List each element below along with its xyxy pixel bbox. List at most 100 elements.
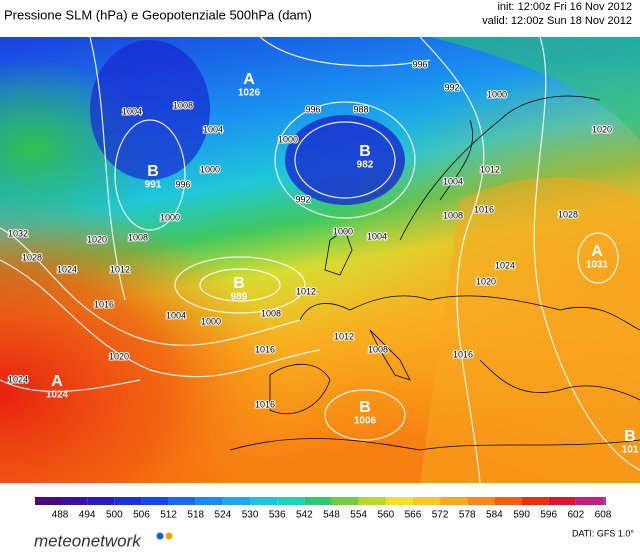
isobar-label: 1016 — [255, 344, 275, 354]
colorbar-tick-label: 512 — [160, 510, 177, 521]
colorbar-swatch — [521, 497, 549, 505]
colorbar-swatch — [250, 497, 278, 505]
isobar-label: 1000 — [278, 134, 298, 144]
isobar-label: 1004 — [122, 106, 142, 116]
center-letter: B — [147, 163, 159, 180]
isobar-label: 996 — [175, 179, 190, 189]
colorbar-swatch — [87, 497, 115, 505]
colorbar-tick-label: 500 — [106, 510, 123, 521]
isobar-label: 1012 — [296, 286, 316, 296]
colorbar-swatch — [195, 497, 223, 505]
colorbar-swatch — [304, 497, 332, 505]
colorbar-swatch — [440, 497, 468, 505]
isobar-label: 1020 — [476, 276, 496, 286]
colorbar-tick-label: 584 — [486, 510, 503, 521]
logo-dot — [165, 532, 173, 540]
colorbar-tick-label: 530 — [242, 510, 259, 521]
isobar-label: 1020 — [109, 351, 129, 361]
colorbar-tick-label: 602 — [568, 510, 585, 521]
colorbar-swatch — [575, 497, 603, 505]
isobar-label: 996 — [305, 104, 320, 114]
colorbar-swatch — [114, 497, 142, 505]
isobar-label: 1024 — [495, 260, 515, 270]
colorbar-tick-label: 506 — [133, 510, 150, 521]
center-letter: A — [51, 373, 63, 390]
colorbar-tick-label: 488 — [52, 510, 69, 521]
colorbar-swatch — [385, 497, 413, 505]
colorbar-tick-label: 542 — [296, 510, 313, 521]
init-time: init: 12:00z Fri 16 Nov 2012 — [497, 1, 632, 13]
center-value: 991 — [145, 180, 162, 191]
colorbar-swatch — [467, 497, 495, 505]
center-letter: B — [359, 143, 371, 160]
colorbar-swatch — [548, 497, 576, 505]
isobar-label: 1028 — [558, 209, 578, 219]
colorbar-swatch — [35, 497, 60, 505]
colorbar-tick-label: 572 — [432, 510, 449, 521]
center-letter: A — [591, 243, 603, 260]
isobar-label: 1016 — [255, 399, 275, 409]
isobar-label: 1012 — [110, 264, 130, 274]
center-letter: B — [359, 399, 371, 416]
colorbar-tick-label: 554 — [350, 510, 367, 521]
colorbar-swatch — [222, 497, 251, 505]
colorbar-swatch — [494, 497, 522, 505]
isobar-label: 1008 — [128, 232, 148, 242]
colorbar-swatch — [168, 497, 196, 505]
isobar-label: 1008 — [443, 210, 463, 220]
isobar-label: 1000 — [201, 316, 221, 326]
center-letter: A — [243, 71, 255, 88]
isobar-labels: 996 992 1000 1020 1028 1008 1004 1004 996 988 1000… — [7, 58, 613, 410]
isobar-label: 1004 — [443, 176, 463, 186]
isobar-label: 996 — [412, 59, 427, 69]
colorbar-tick-label: 566 — [405, 510, 422, 521]
isobar-label: 1008 — [261, 308, 281, 318]
isobar-label: 992 — [295, 194, 310, 204]
colorbar-swatch — [412, 497, 441, 505]
colorbar-tick-label: 590 — [513, 510, 530, 521]
isobar-label: 1004 — [367, 231, 387, 241]
isobar-label: 988 — [353, 104, 368, 114]
center-value: 1026 — [238, 88, 261, 99]
colorbar: 488 494 500 506 512 518 524 530 536 542 548 554 560 5… — [35, 497, 612, 521]
isobar-label: 1004 — [203, 124, 223, 134]
logo-dot — [156, 532, 164, 540]
isobar-label: 1032 — [8, 228, 28, 238]
data-source: DATI: GFS 1.0° — [572, 528, 634, 538]
colorbar-tick-label: 524 — [215, 510, 232, 521]
colorbar-tick-label: 560 — [377, 510, 394, 521]
logo: meteonetwork — [34, 531, 142, 550]
isobar-label: 1012 — [480, 164, 500, 174]
colorbar-tick-label: 518 — [187, 510, 204, 521]
center-value: 1024 — [46, 390, 69, 401]
center-value: 101 — [622, 445, 639, 456]
center-value: 1031 — [586, 260, 609, 271]
isobar-label: 1016 — [94, 299, 114, 309]
colorbar-swatch — [603, 497, 606, 505]
colorbar-tick-label: 536 — [269, 510, 286, 521]
isobar-label: 1020 — [592, 124, 612, 134]
isobar-label: 1004 — [166, 310, 186, 320]
colorbar-tick-label: 578 — [459, 510, 476, 521]
isobar-label: 1024 — [57, 264, 77, 274]
map-title: Pressione SLM (hPa) e Geopotenziale 500h… — [4, 7, 312, 22]
center-value: 989 — [231, 292, 248, 303]
isobar-label: 1016 — [474, 204, 494, 214]
isobar-label: 992 — [444, 82, 459, 92]
colorbar-tick-label: 608 — [595, 510, 612, 521]
colorbar-swatch — [277, 497, 305, 505]
isobar-label: 1028 — [22, 252, 42, 262]
colorbar-swatch — [60, 497, 88, 505]
isobar-label: 1000 — [200, 164, 220, 174]
colorbar-swatch — [331, 497, 359, 505]
map — [0, 37, 640, 483]
colorbar-tick-label: 596 — [540, 510, 557, 521]
isobar-label: 1008 — [368, 344, 388, 354]
isobar-label: 1000 — [333, 226, 353, 236]
colorbar-tick-label: 548 — [323, 510, 340, 521]
isobar-label: 1000 — [487, 89, 507, 99]
center-value: 1006 — [354, 416, 377, 427]
isobar-label: 1020 — [87, 234, 107, 244]
